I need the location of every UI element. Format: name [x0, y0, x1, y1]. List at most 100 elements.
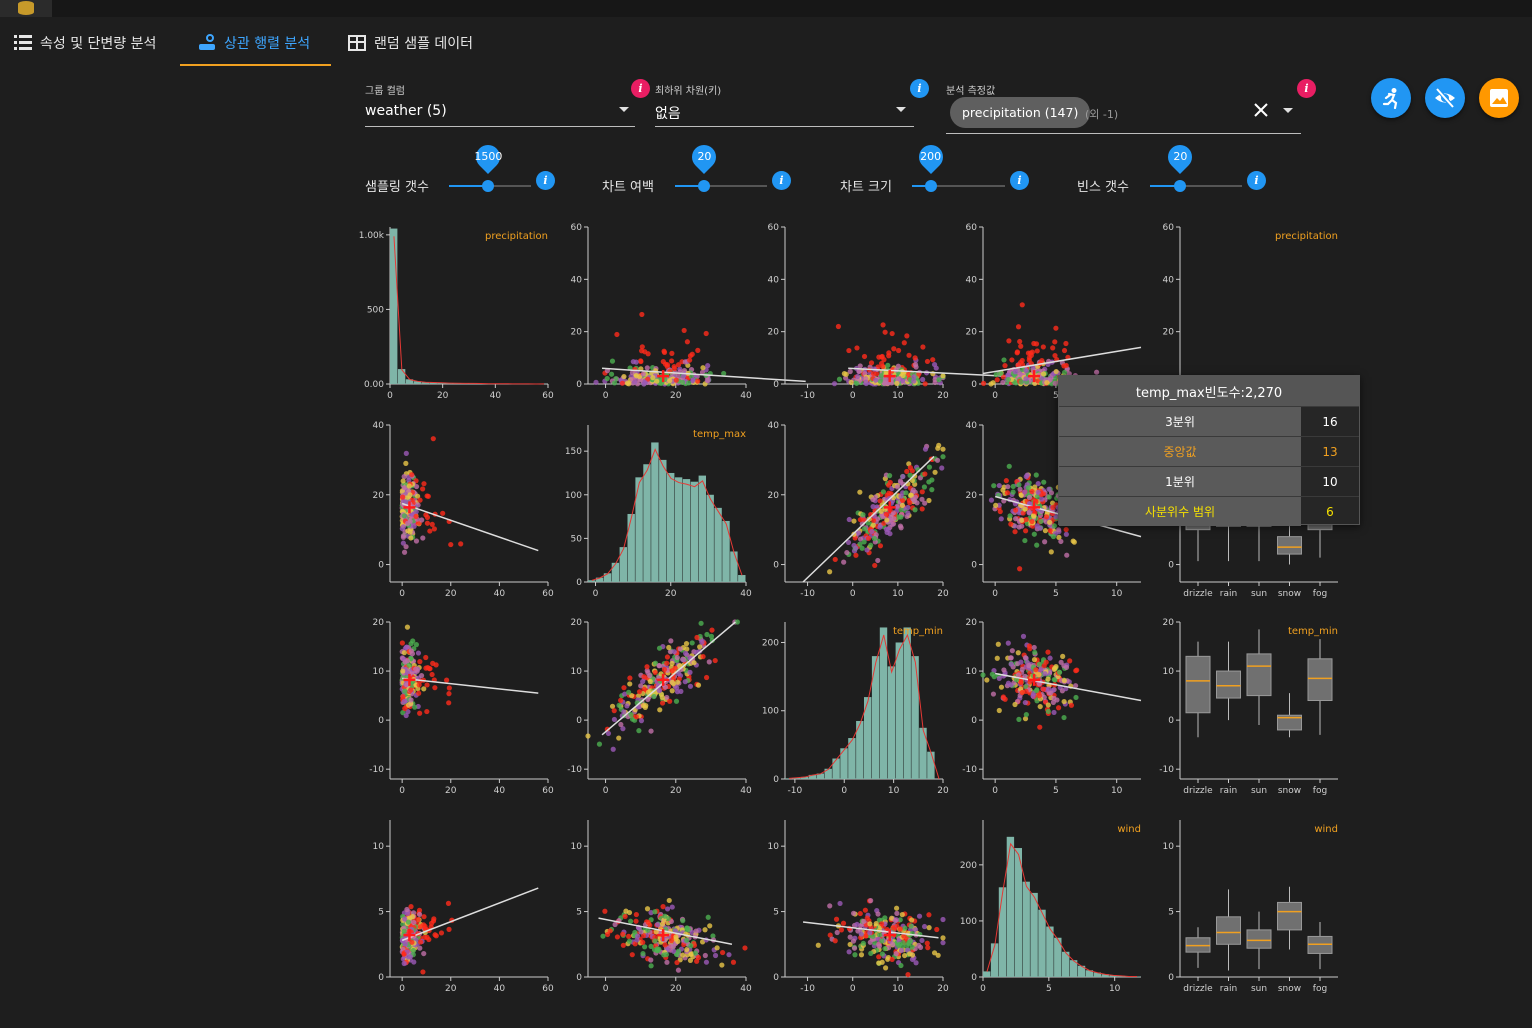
- scatter-point: [846, 516, 852, 523]
- scatter-point: [632, 379, 638, 385]
- scatter-point: [1051, 695, 1057, 701]
- scatter-point: [667, 649, 674, 655]
- mean-marker: [403, 673, 416, 686]
- field-underline: [365, 126, 635, 127]
- y-tick-label: 0: [971, 716, 977, 726]
- scatter-point: [935, 952, 941, 958]
- tab-correlation-matrix[interactable]: 상관 행렬 분석: [180, 20, 331, 66]
- scatter-point: [876, 932, 883, 938]
- scatter-point: [1007, 513, 1013, 519]
- slider-thumb[interactable]: [698, 180, 711, 192]
- x-tick-label: -10: [788, 786, 803, 796]
- regression-line: [982, 346, 1142, 375]
- scatter-point: [922, 500, 928, 506]
- scatter-point: [635, 933, 641, 939]
- scatter-point: [1050, 345, 1056, 351]
- info-icon[interactable]: i: [910, 79, 929, 98]
- y-tick-label: 50: [571, 534, 583, 544]
- y-tick-label: -10: [369, 765, 384, 775]
- scatter-point: [413, 538, 420, 544]
- scatter-point: [424, 708, 430, 715]
- chevron-down-icon[interactable]: [1283, 108, 1293, 113]
- scatter-point: [893, 951, 899, 957]
- scatter-point: [848, 379, 854, 385]
- scatter-point: [898, 947, 905, 954]
- scatter-point: [1042, 671, 1048, 677]
- chevron-down-icon: [619, 107, 629, 112]
- close-icon[interactable]: [1252, 101, 1270, 119]
- scatter-point: [1018, 343, 1024, 349]
- y-tick-label: 0: [378, 973, 384, 983]
- histogram-bar: [887, 666, 896, 779]
- scatter-point: [410, 947, 417, 954]
- group-column-select[interactable]: 그룹 컬럼 weather (5): [365, 82, 635, 127]
- scatter-point: [642, 349, 648, 355]
- tab-attribute-analysis[interactable]: 속성 및 단변량 분석: [14, 20, 176, 66]
- scatter-point: [1009, 648, 1015, 654]
- scatter-point: [1014, 349, 1021, 355]
- scatter-point: [1016, 524, 1022, 530]
- info-icon[interactable]: i: [1247, 171, 1266, 190]
- slider-thumb[interactable]: [1174, 180, 1187, 192]
- scatter-point: [413, 513, 419, 519]
- scatter-point: [644, 906, 651, 912]
- run-button[interactable]: [1371, 78, 1411, 118]
- y-tick-label: 0: [1168, 973, 1174, 983]
- y-tick-label: 20: [966, 618, 978, 628]
- scatter-point: [675, 967, 682, 973]
- scatter-point: [680, 373, 687, 379]
- scatter-point: [863, 379, 869, 385]
- scatter-point: [920, 376, 926, 383]
- scatter-point: [626, 938, 633, 944]
- slider-thumb[interactable]: [924, 180, 937, 192]
- scatter-point: [860, 940, 866, 946]
- group-column-label: 그룹 컬럼: [365, 86, 405, 97]
- x-tick-label: 20: [665, 589, 677, 599]
- info-icon[interactable]: i: [1010, 171, 1029, 190]
- tab-random-sample[interactable]: 랜덤 샘플 데이터: [348, 20, 488, 66]
- scatter-point: [878, 508, 884, 514]
- y-tick-label: 40: [373, 421, 385, 431]
- scatter-point: [627, 365, 633, 371]
- scatter-point: [417, 924, 423, 930]
- scatter-point: [906, 941, 912, 947]
- info-icon[interactable]: i: [1297, 79, 1316, 98]
- scatter-point: [401, 484, 408, 491]
- scatter-point: [1008, 521, 1014, 527]
- measure-chip[interactable]: precipitation (147): [950, 97, 1091, 128]
- export-image-button[interactable]: [1479, 78, 1519, 118]
- scatter-point: [712, 657, 718, 664]
- sub-dimension-select[interactable]: 최하위 차원(키) 없음: [655, 82, 914, 127]
- scatter-point: [1046, 494, 1052, 500]
- y-tick-label: 5: [378, 908, 384, 918]
- scatter-point: [873, 920, 879, 927]
- scatter-point: [1037, 724, 1043, 730]
- x-tick-label: 0: [850, 391, 856, 401]
- image-icon: [1490, 89, 1508, 107]
- scatter-point: [940, 916, 946, 923]
- scatter-point: [403, 450, 409, 456]
- info-icon[interactable]: i: [631, 79, 650, 98]
- scatter-point: [648, 943, 654, 950]
- scatter-point: [902, 952, 908, 959]
- scatter-point: [404, 624, 411, 630]
- histogram-bar: [651, 442, 659, 582]
- scatter-point: [661, 666, 668, 673]
- toggle-visibility-button[interactable]: [1425, 78, 1465, 118]
- scatter-point: [684, 339, 690, 345]
- info-icon[interactable]: i: [772, 171, 791, 190]
- info-icon[interactable]: i: [536, 171, 555, 190]
- scatter-point: [894, 910, 900, 916]
- scatter-point: [680, 918, 686, 924]
- scatter-point: [694, 634, 700, 641]
- scatter-point: [424, 493, 430, 499]
- scatter-point: [1010, 489, 1016, 495]
- scatter-point: [877, 524, 883, 530]
- scatter-point: [1002, 363, 1008, 369]
- measure-select[interactable]: 분석 측정값: [946, 82, 1301, 134]
- scatter-point: [1022, 673, 1028, 679]
- slider-thumb[interactable]: [482, 180, 495, 192]
- scatter-point: [891, 346, 897, 352]
- y-tick-label: 20: [373, 618, 385, 628]
- histogram-bar: [405, 379, 414, 384]
